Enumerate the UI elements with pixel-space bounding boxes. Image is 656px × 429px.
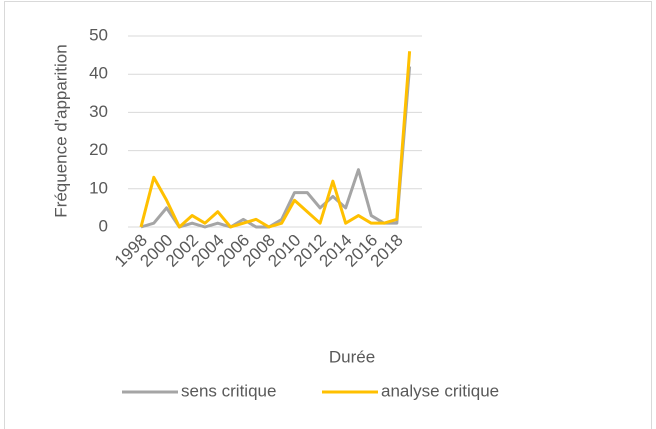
- series-line: [140, 66, 412, 229]
- y-tick-label: 20: [89, 140, 108, 159]
- chart-frame: [4, 1, 652, 429]
- series-line: [139, 51, 412, 229]
- y-tick-label: 50: [89, 25, 108, 44]
- legend-label: sens critique: [181, 381, 276, 400]
- y-tick-label: 0: [99, 216, 108, 235]
- y-tick-label: 10: [89, 178, 108, 197]
- x-axis-label: Durée: [329, 347, 375, 366]
- y-axis-label: Fréquence d'apparition: [51, 44, 70, 217]
- y-tick-label: 30: [89, 102, 108, 121]
- legend-label: analyse critique: [381, 381, 499, 400]
- y-tick-label: 40: [89, 64, 108, 83]
